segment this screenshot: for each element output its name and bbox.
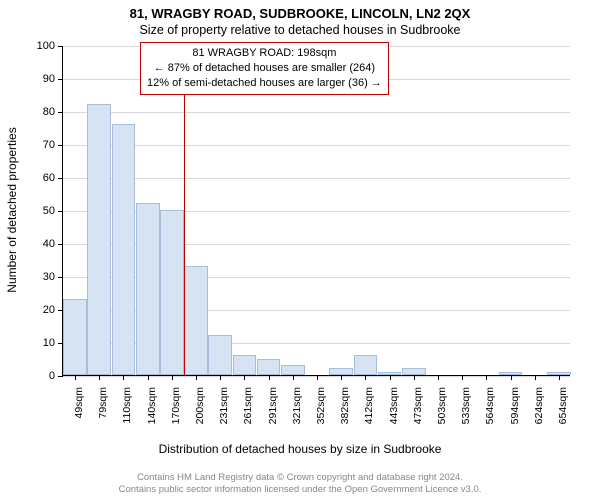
histogram-bar xyxy=(257,359,281,376)
xtick-mark xyxy=(390,375,391,380)
histogram-bar xyxy=(136,203,160,375)
xtick-label: 321sqm xyxy=(291,387,303,424)
footer-line-2: Contains public sector information licen… xyxy=(0,484,600,496)
xtick-mark xyxy=(244,375,245,380)
ytick-label: 10 xyxy=(33,337,63,349)
xtick-label: 140sqm xyxy=(146,387,158,424)
xtick-label: 110sqm xyxy=(121,387,133,424)
page-subtitle: Size of property relative to detached ho… xyxy=(0,21,600,37)
xtick-mark xyxy=(317,375,318,380)
gridline xyxy=(63,145,570,146)
footer: Contains HM Land Registry data © Crown c… xyxy=(0,472,600,496)
xtick-mark xyxy=(414,375,415,380)
xtick-mark xyxy=(535,375,536,380)
xtick-label: 352sqm xyxy=(315,387,327,424)
xtick-mark xyxy=(123,375,124,380)
ytick-label: 90 xyxy=(33,73,63,85)
xtick-label: 261sqm xyxy=(242,387,254,424)
ytick-label: 40 xyxy=(33,238,63,250)
xtick-mark xyxy=(559,375,560,380)
xtick-mark xyxy=(172,375,173,380)
ytick-label: 100 xyxy=(33,40,63,52)
xtick-label: 412sqm xyxy=(363,387,375,424)
xtick-label: 231sqm xyxy=(218,387,230,424)
xtick-label: 382sqm xyxy=(339,387,351,424)
xtick-label: 200sqm xyxy=(194,387,206,424)
ytick-label: 0 xyxy=(33,370,63,382)
ytick-label: 30 xyxy=(33,271,63,283)
legend-box: 81 WRAGBY ROAD: 198sqm ← 87% of detached… xyxy=(140,42,389,95)
histogram-bar xyxy=(208,335,232,375)
xtick-mark xyxy=(293,375,294,380)
xtick-label: 473sqm xyxy=(412,387,424,424)
chart-container: 81, WRAGBY ROAD, SUDBROOKE, LINCOLN, LN2… xyxy=(0,0,600,500)
x-axis-label: Distribution of detached houses by size … xyxy=(0,442,600,456)
xtick-mark xyxy=(341,375,342,380)
ytick-label: 20 xyxy=(33,304,63,316)
xtick-label: 49sqm xyxy=(73,387,85,419)
y-axis-label: Number of detached properties xyxy=(5,127,19,292)
xtick-mark xyxy=(365,375,366,380)
histogram-bar xyxy=(184,266,208,375)
legend-line-3: 12% of semi-detached houses are larger (… xyxy=(147,76,382,91)
xtick-label: 79sqm xyxy=(97,387,109,419)
xtick-mark xyxy=(462,375,463,380)
xtick-label: 564sqm xyxy=(484,387,496,424)
footer-line-1: Contains HM Land Registry data © Crown c… xyxy=(0,472,600,484)
ytick-label: 50 xyxy=(33,205,63,217)
xtick-label: 624sqm xyxy=(533,387,545,424)
histogram-bar xyxy=(402,368,426,375)
histogram-bar xyxy=(354,355,378,375)
xtick-mark xyxy=(269,375,270,380)
legend-line-2: ← 87% of detached houses are smaller (26… xyxy=(147,61,382,76)
xtick-label: 594sqm xyxy=(509,387,521,424)
xtick-label: 170sqm xyxy=(170,387,182,424)
histogram-bar xyxy=(329,368,353,375)
ytick-label: 80 xyxy=(33,106,63,118)
plot-area: 010203040506070809010049sqm79sqm110sqm14… xyxy=(62,46,570,376)
xtick-mark xyxy=(75,375,76,380)
xtick-label: 291sqm xyxy=(267,387,279,424)
xtick-mark xyxy=(486,375,487,380)
histogram-bar xyxy=(87,104,111,375)
xtick-label: 654sqm xyxy=(557,387,569,424)
gridline xyxy=(63,178,570,179)
xtick-mark xyxy=(196,375,197,380)
marker-line xyxy=(184,46,185,375)
ytick-label: 60 xyxy=(33,172,63,184)
xtick-mark xyxy=(220,375,221,380)
histogram-bar xyxy=(112,124,136,375)
xtick-label: 503sqm xyxy=(436,387,448,424)
xtick-label: 533sqm xyxy=(460,387,472,424)
histogram-bar xyxy=(233,355,257,375)
xtick-mark xyxy=(148,375,149,380)
xtick-mark xyxy=(438,375,439,380)
xtick-mark xyxy=(99,375,100,380)
xtick-mark xyxy=(511,375,512,380)
histogram-bar xyxy=(160,210,184,375)
xtick-label: 443sqm xyxy=(388,387,400,424)
gridline xyxy=(63,112,570,113)
legend-line-1: 81 WRAGBY ROAD: 198sqm xyxy=(147,46,382,61)
page-title: 81, WRAGBY ROAD, SUDBROOKE, LINCOLN, LN2… xyxy=(0,0,600,21)
histogram-bar xyxy=(63,299,87,375)
histogram-bar xyxy=(281,365,305,375)
ytick-label: 70 xyxy=(33,139,63,151)
